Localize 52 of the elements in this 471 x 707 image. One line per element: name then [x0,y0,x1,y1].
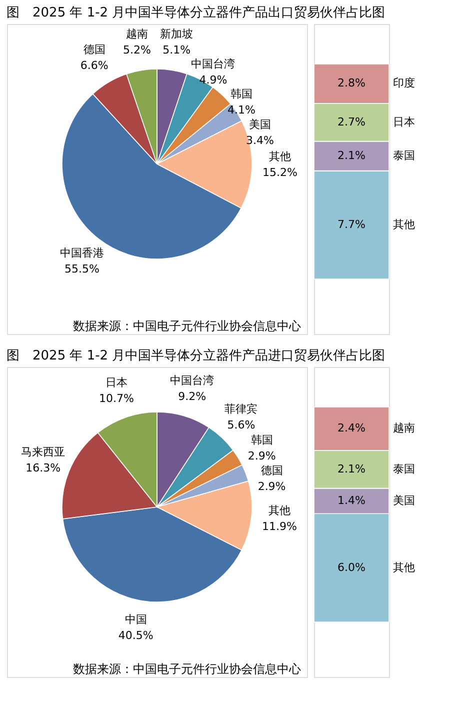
slice-label: 中国 [124,613,147,626]
data-label: 4.9% [199,74,228,87]
series-label: 泰国 [393,149,415,162]
data-label: 2.1% [338,462,366,476]
slice-label: 韩国 [250,434,273,447]
data-label: 9.2% [178,390,206,404]
chart-title: 图 2025 年 1-2 月中国半导体分立器件产品进口贸易伙伴占比图 [6,348,386,364]
series-label: 其他 [393,218,415,231]
slice-label: 中国台湾 [170,374,214,388]
slice-label: 新加坡 [160,28,194,41]
data-label: 2.4% [338,422,366,435]
data-label: 6.0% [338,560,366,574]
slice-label: 中国香港 [60,246,104,260]
slice-label: 菲律宾 [224,402,258,416]
data-label: 11.9% [262,520,297,533]
data-label: 6.6% [80,59,108,72]
data-label: 5.2% [123,44,151,57]
slice-label: 韩国 [230,88,252,101]
data-label: 5.1% [162,44,191,57]
slice-label: 其他 [269,150,291,163]
data-label: 40.5% [118,629,154,642]
data-label: 2.8% [338,76,366,90]
slice-label: 其他 [268,504,290,517]
slice-label: 日本 [105,376,128,389]
data-label: 2.1% [338,149,366,162]
slice-label: 马来西亚 [21,446,66,459]
source-note: 数据来源：中国电子元件行业协会信息中心 [73,319,301,333]
data-label: 15.2% [262,166,298,179]
slice-label: 美国 [249,118,272,131]
data-label: 5.6% [227,418,256,432]
series-label: 日本 [393,115,415,128]
slice-label: 越南 [126,28,148,41]
series-label: 印度 [393,76,415,90]
slice-label: 中国台湾 [191,58,236,71]
series-label: 其他 [393,560,415,574]
series-label: 泰国 [393,462,415,476]
slice-label: 德国 [260,464,283,477]
data-label: 10.7% [98,392,134,405]
data-label: 1.4% [338,494,366,507]
slice-label: 德国 [83,43,106,56]
data-label: 55.5% [64,262,100,276]
series-label: 美国 [393,494,415,507]
data-label: 3.4% [246,134,274,147]
data-label: 16.3% [26,462,61,475]
data-label: 4.1% [228,104,256,117]
data-label: 2.7% [338,115,366,128]
series-label: 越南 [393,422,415,435]
chart-title: 图 2025 年 1-2 月中国半导体分立器件产品出口贸易伙伴占比图 [6,4,386,20]
data-label: 7.7% [338,218,366,231]
data-label: 2.9% [258,480,286,493]
data-label: 2.9% [248,450,276,463]
source-note: 数据来源：中国电子元件行业协会信息中心 [73,662,301,676]
